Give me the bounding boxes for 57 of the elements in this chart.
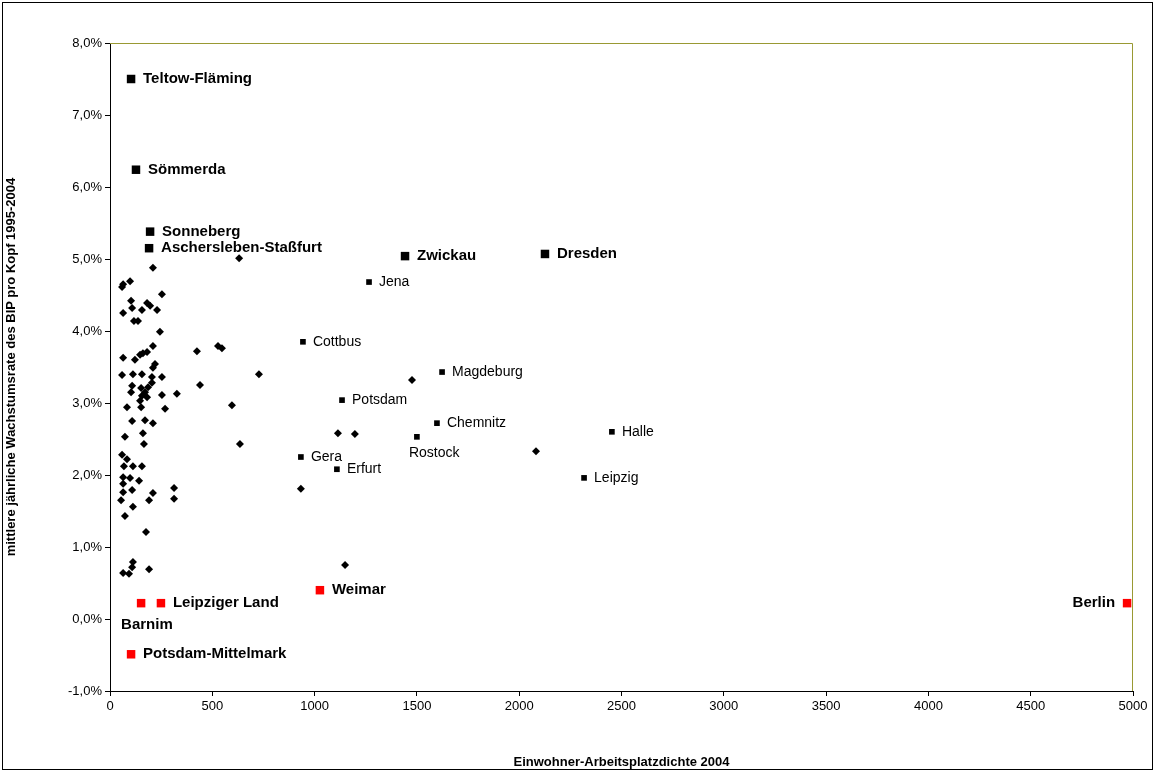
point	[366, 279, 372, 285]
point	[334, 466, 340, 473]
point	[126, 650, 136, 659]
y-tick-label: 8,0%	[72, 34, 103, 50]
x-axis-title: Einwohner-Arbeitsplatzdichte 2004	[513, 753, 731, 769]
x-tick-label: 500	[201, 698, 224, 714]
annotation: Sömmerda	[147, 159, 227, 177]
point	[298, 454, 304, 460]
y-tick-label: 6,0%	[72, 178, 103, 194]
point	[339, 397, 345, 403]
point	[581, 475, 587, 481]
annotation: Rostock	[408, 443, 461, 460]
annotation: Leipzig	[594, 468, 639, 485]
x-tick-label: 2000	[504, 698, 534, 714]
y-tick-label: 1,0%	[72, 538, 103, 554]
annotation: Potsdam-Mittelmark	[143, 644, 288, 662]
x-tick-label: 1500	[402, 698, 432, 714]
point	[439, 369, 445, 375]
annotation: Dresden	[556, 244, 618, 262]
y-tick-label: -1,0%	[68, 682, 103, 698]
point	[145, 227, 155, 236]
point	[300, 338, 306, 345]
annotation: Gera	[310, 447, 343, 464]
annotation: Zwickau	[417, 246, 477, 264]
annotation: Erfurt	[346, 460, 382, 477]
y-axis-title: mittlere jährliche Wachstumsrate des BIP pro Kopf 1995-2004	[3, 176, 19, 557]
annotation: Potsdam	[352, 390, 408, 407]
annotation: Sonneberg	[162, 221, 241, 239]
x-tick-label: 0	[106, 698, 114, 714]
x-tick-label: 4000	[913, 698, 943, 714]
annotation: Teltow-Fläming	[143, 69, 252, 87]
annotation: Cottbus	[312, 332, 362, 349]
annotation: Halle	[621, 422, 654, 439]
annotation: Aschersleben-Staßfurt	[161, 238, 322, 256]
point	[609, 428, 615, 435]
annotation: Berlin	[1072, 593, 1116, 611]
point	[434, 420, 440, 426]
x-tick-label: 1000	[300, 698, 330, 714]
annotation: Chemnitz	[446, 414, 507, 431]
y-tick-label: 5,0%	[72, 250, 103, 266]
annotation: Jena	[379, 272, 410, 289]
annotation: Leipziger Land	[172, 593, 279, 611]
annotation: Weimar	[331, 580, 386, 598]
point	[131, 165, 141, 174]
annotation: Magdeburg	[452, 362, 523, 379]
y-tick-label: 4,0%	[72, 322, 103, 338]
y-tick-label: 7,0%	[72, 106, 103, 122]
x-tick-label: 3500	[811, 698, 841, 714]
x-tick-label: 3000	[709, 698, 739, 714]
y-tick-label: 2,0%	[72, 466, 103, 482]
y-tick-label: 0,0%	[72, 610, 103, 626]
y-tick-label: 3,0%	[72, 394, 103, 410]
annotation: Barnim	[121, 615, 173, 633]
point	[414, 434, 420, 440]
x-tick-label: 4500	[1016, 698, 1046, 714]
x-tick-label: 2500	[607, 698, 636, 714]
x-tick-label: 5000	[1118, 698, 1148, 714]
